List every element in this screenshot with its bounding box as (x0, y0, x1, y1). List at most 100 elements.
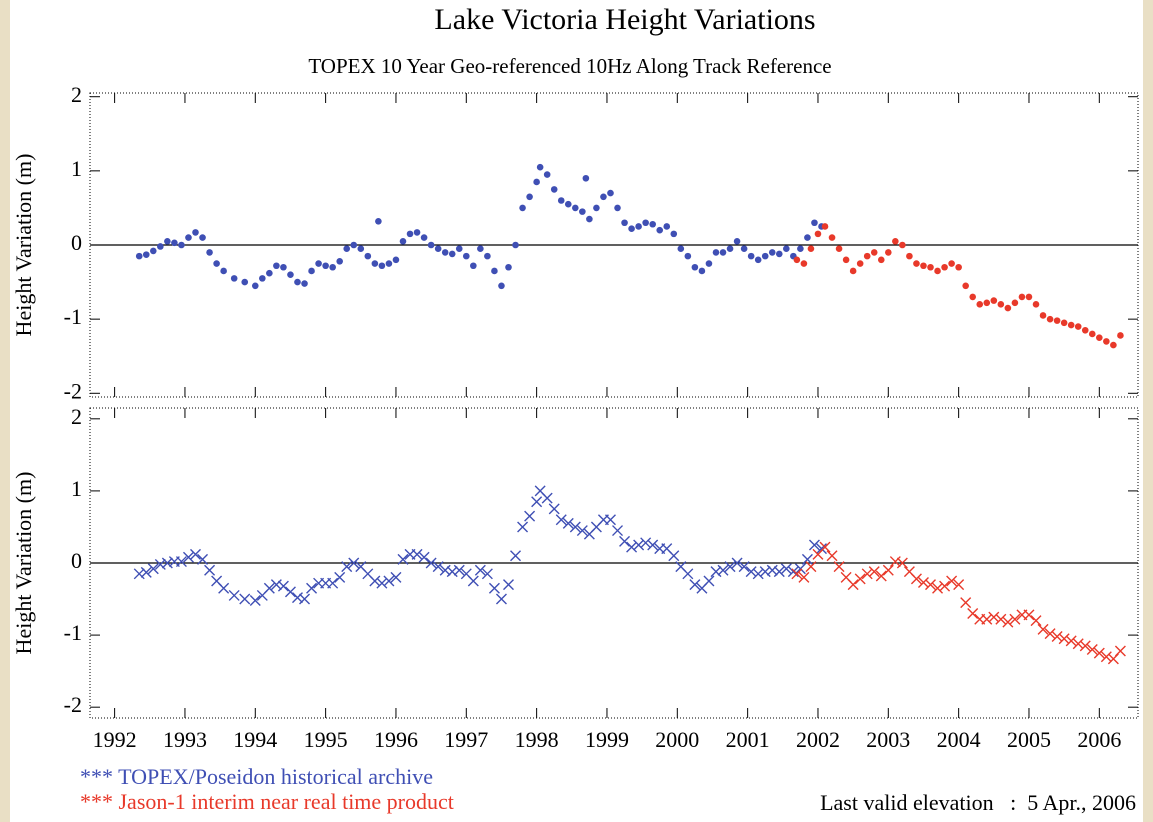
cross-point (327, 577, 339, 589)
cross-point (569, 521, 581, 533)
dot-point (484, 252, 491, 260)
cross-point (1114, 645, 1126, 657)
dot-point (642, 219, 649, 227)
cross-point (133, 568, 145, 580)
dot-point (733, 237, 741, 245)
dot-point (413, 229, 421, 236)
cross-point (619, 535, 631, 547)
dot-point (1117, 332, 1124, 339)
dot-point (726, 245, 734, 253)
dot-point (557, 197, 565, 204)
dot-point (301, 280, 308, 287)
cross-point (555, 514, 567, 526)
cross-point (794, 563, 806, 575)
panel-background (10, 0, 1143, 822)
cross-point (432, 561, 444, 573)
cross-point (847, 579, 859, 591)
dot-point (171, 239, 178, 247)
dot-point (691, 263, 699, 271)
dot-point (273, 262, 280, 270)
legend-entry: *** TOPEX/Poseidon historical archive (80, 764, 433, 789)
cross-point (759, 566, 771, 578)
chart-subtitle: TOPEX 10 Year Geo-referenced 10Hz Along … (308, 54, 831, 78)
cross-point (495, 593, 507, 605)
cross-point (766, 564, 778, 576)
cross-point (1051, 631, 1063, 643)
y-tick-label: -1 (64, 304, 82, 329)
dot-point (251, 282, 259, 290)
dot-point (1088, 330, 1096, 338)
cross-point (348, 557, 360, 569)
cross-point (819, 541, 831, 553)
cross-point (182, 551, 194, 563)
cross-point (1072, 638, 1084, 650)
dot-point (519, 204, 526, 212)
dot-point (241, 278, 249, 286)
x-tick-label: 2006 (1077, 727, 1121, 752)
dot-point (920, 262, 927, 270)
dot-point (294, 278, 301, 286)
cross-point (503, 579, 514, 591)
dot-point (1046, 315, 1054, 323)
dot-point (427, 241, 435, 249)
cross-point (531, 496, 543, 508)
dot-point (885, 249, 892, 256)
cross-point (604, 514, 616, 526)
cross-point (190, 548, 201, 560)
cross-point (270, 579, 282, 591)
x-tick-label: 2001 (726, 727, 770, 752)
cross-point (1093, 647, 1105, 659)
x-tick-label: 1999 (585, 727, 629, 752)
dot-point (185, 234, 192, 241)
cross-point (548, 503, 560, 515)
dot-point (793, 256, 801, 264)
cross-point (1009, 613, 1021, 625)
dot-point (462, 252, 470, 260)
cross-point (647, 539, 659, 551)
dot-point (375, 217, 382, 225)
cross-point (481, 568, 493, 580)
cross-point (791, 568, 803, 580)
dot-point (385, 260, 393, 267)
dot-point (455, 245, 463, 253)
dot-point (811, 219, 818, 227)
dot-point (892, 237, 899, 245)
dot-point (877, 256, 885, 264)
dot-point (343, 245, 351, 253)
dot-point (491, 267, 498, 275)
dot-point (512, 241, 519, 249)
x-tick-label: 2003 (866, 727, 910, 752)
cross-point (524, 510, 536, 522)
cross-point (854, 573, 866, 585)
dot-point (399, 237, 407, 245)
cross-point (446, 566, 458, 578)
cross-point (369, 575, 381, 587)
cross-point (731, 557, 743, 569)
cross-point (868, 566, 880, 578)
dot-point (1103, 338, 1110, 345)
dot-point (336, 258, 343, 265)
cross-point (953, 579, 965, 591)
cross-point (411, 548, 423, 560)
x-tick-label: 1993 (163, 727, 207, 752)
dot-point (969, 293, 977, 301)
cross-point (383, 575, 395, 587)
dot-point (434, 245, 442, 253)
dot-point (635, 223, 642, 230)
cross-point (474, 564, 486, 576)
cross-point (1100, 651, 1112, 663)
cross-point (425, 557, 437, 569)
dot-point (441, 249, 449, 256)
dot-point (804, 234, 811, 241)
x-tick-label: 1994 (233, 727, 277, 752)
cross-point (197, 553, 209, 565)
dot-point (322, 262, 329, 270)
cross-point (640, 537, 652, 549)
dot-point (670, 230, 678, 238)
cross-point (805, 561, 817, 573)
y-axis-label: Height Variation (m) (11, 472, 36, 655)
cross-point (1044, 628, 1056, 640)
dot-point (628, 225, 635, 232)
cross-point (218, 582, 230, 594)
